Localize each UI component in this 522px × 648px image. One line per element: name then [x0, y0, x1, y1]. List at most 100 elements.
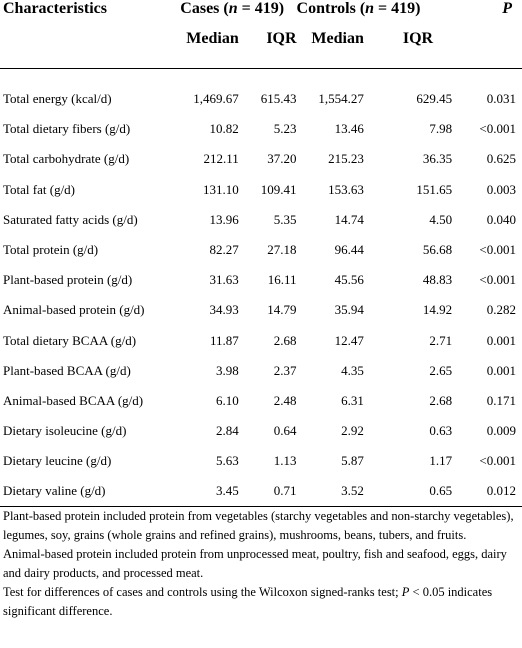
controls-median: 14.74 — [334, 211, 364, 227]
cases-iqr: 27.18 — [267, 242, 297, 258]
header-cases-suffix: = 419) — [237, 0, 285, 17]
controls-median: 12.47 — [334, 332, 364, 348]
cases-median: 82.27 — [209, 242, 239, 258]
table-row: Saturated fatty acids (g/d) 13.96 5.35 1… — [0, 205, 522, 235]
controls-iqr: 0.63 — [429, 423, 453, 439]
table-row: Dietary valine (g/d) 3.45 0.71 3.52 0.65… — [0, 476, 522, 507]
header-cases-prefix: Cases ( — [180, 0, 229, 17]
controls-median: 96.44 — [334, 242, 364, 258]
controls-iqr: 1.17 — [429, 453, 453, 469]
footnote-test-text: Test for differences of cases and contro… — [3, 585, 402, 599]
cases-median: 11.87 — [209, 332, 239, 348]
table-row: Total protein (g/d) 82.27 27.18 96.44 56… — [0, 235, 522, 265]
p-value: <0.001 — [479, 453, 516, 469]
row-label: Total dietary fibers (g/d) — [3, 121, 131, 137]
controls-iqr: 56.68 — [422, 242, 453, 258]
cases-iqr: 14.79 — [267, 302, 297, 318]
controls-iqr: 2.65 — [429, 362, 453, 378]
cases-median: 3.45 — [215, 483, 239, 499]
controls-iqr: 14.92 — [422, 302, 453, 318]
controls-median: 215.23 — [328, 151, 364, 167]
header-controls-prefix: Controls ( — [296, 0, 366, 17]
p-value: 0.040 — [486, 211, 516, 227]
header-iqr-controls: IQR — [402, 30, 434, 47]
header-row-stats: Median IQR Median IQR — [0, 30, 522, 69]
header-p: P — [502, 0, 512, 17]
table-row: Total dietary BCAA (g/d) 11.87 2.68 12.4… — [0, 326, 522, 356]
cases-iqr: 5.35 — [273, 211, 297, 227]
row-label: Saturated fatty acids (g/d) — [3, 211, 138, 227]
row-label: Animal-based BCAA (g/d) — [3, 392, 144, 408]
cases-iqr: 5.23 — [273, 121, 297, 137]
footnote-test: Test for differences of cases and contro… — [3, 583, 519, 621]
controls-median: 153.63 — [328, 181, 364, 197]
header-characteristics: Characteristics — [3, 0, 107, 17]
row-label: Total energy (kcal/d) — [3, 91, 112, 107]
table-row: Dietary isoleucine (g/d) 2.84 0.64 2.92 … — [0, 416, 522, 446]
cases-median: 6.10 — [215, 392, 239, 408]
row-label: Dietary valine (g/d) — [3, 483, 106, 499]
cases-median: 5.63 — [215, 453, 239, 469]
cases-median: 212.11 — [203, 151, 239, 167]
p-value: 0.001 — [486, 332, 516, 348]
cases-median: 10.82 — [209, 121, 239, 137]
table-row: Plant-based protein (g/d) 31.63 16.11 45… — [0, 265, 522, 295]
controls-iqr: 151.65 — [416, 181, 453, 197]
cases-iqr: 2.37 — [273, 362, 297, 378]
footnote-test-p: P — [401, 585, 410, 599]
header-median-cases: Median — [186, 30, 239, 47]
controls-iqr: 0.65 — [429, 483, 453, 499]
p-value: <0.001 — [479, 272, 516, 288]
table-row: Animal-based protein (g/d) 34.93 14.79 3… — [0, 295, 522, 325]
data-table: Characteristics Cases (n = 419) Controls… — [0, 0, 522, 507]
footnote-test-tail: < 0.05 indicates significant difference. — [3, 585, 493, 618]
cases-iqr: 0.64 — [273, 423, 297, 439]
cases-iqr: 0.71 — [273, 483, 297, 499]
header-row-groups: Characteristics Cases (n = 419) Controls… — [0, 0, 522, 30]
cases-iqr: 615.43 — [260, 91, 297, 107]
table-row: Total fat (g/d) 131.10 109.41 153.63 151… — [0, 175, 522, 205]
cases-median: 31.63 — [209, 272, 239, 288]
controls-median: 35.94 — [334, 302, 364, 318]
table-row: Total dietary fibers (g/d) 10.82 5.23 13… — [0, 114, 522, 144]
controls-median: 1,554.27 — [318, 91, 364, 107]
controls-median: 2.92 — [341, 423, 364, 439]
row-label: Total protein (g/d) — [3, 242, 99, 258]
p-value: 0.003 — [486, 181, 516, 197]
cases-median: 13.96 — [209, 211, 239, 227]
p-value: 0.625 — [486, 151, 516, 167]
p-value: 0.031 — [486, 91, 516, 107]
row-label: Dietary leucine (g/d) — [3, 453, 112, 469]
controls-iqr: 36.35 — [422, 151, 453, 167]
cases-iqr: 37.20 — [267, 151, 297, 167]
cases-median: 131.10 — [202, 181, 239, 197]
controls-iqr: 4.50 — [429, 211, 453, 227]
header-iqr-cases: IQR — [266, 30, 297, 47]
p-value: <0.001 — [479, 242, 516, 258]
controls-iqr: 2.71 — [429, 332, 453, 348]
header-p-blank — [452, 30, 522, 69]
cases-median: 34.93 — [209, 302, 239, 318]
row-label: Dietary isoleucine (g/d) — [3, 423, 127, 439]
table-row: Animal-based BCAA (g/d) 6.10 2.48 6.31 2… — [0, 386, 522, 416]
p-value: 0.001 — [486, 362, 516, 378]
footnote-animal-protein: Animal-based protein included protein fr… — [3, 547, 507, 580]
cases-iqr: 1.13 — [273, 453, 297, 469]
cases-median: 3.98 — [215, 362, 239, 378]
row-label: Animal-based protein (g/d) — [3, 302, 145, 318]
table-row: Total carbohydrate (g/d) 212.11 37.20 21… — [0, 144, 522, 174]
controls-iqr: 629.45 — [416, 91, 453, 107]
cases-iqr: 2.68 — [273, 332, 297, 348]
row-label: Total fat (g/d) — [3, 181, 76, 197]
row-label: Total dietary BCAA (g/d) — [3, 332, 137, 348]
header-cases: Cases (n = 419) — [170, 0, 296, 30]
row-label: Plant-based protein (g/d) — [3, 272, 133, 288]
cases-iqr: 109.41 — [260, 181, 297, 197]
p-value: <0.001 — [479, 121, 516, 137]
controls-median: 45.56 — [334, 272, 364, 288]
table-row: Plant-based BCAA (g/d) 3.98 2.37 4.35 2.… — [0, 356, 522, 386]
footnote-plant-protein: Plant-based protein included protein fro… — [3, 509, 514, 542]
controls-median: 4.35 — [341, 362, 364, 378]
header-median-controls: Median — [311, 30, 364, 47]
